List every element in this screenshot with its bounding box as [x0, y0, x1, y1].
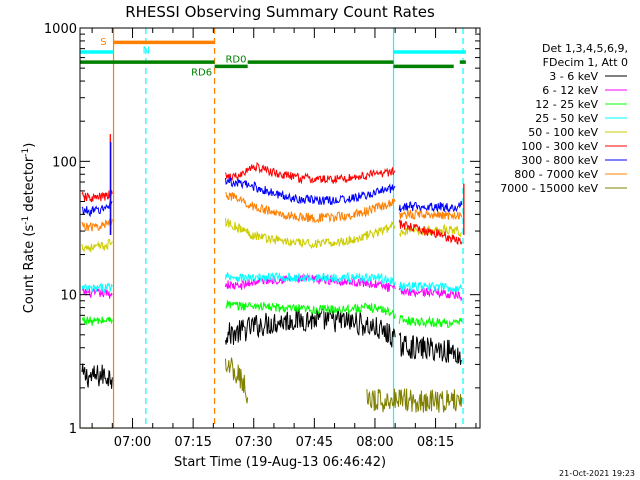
y-axis-label-sup2: -1 — [21, 148, 31, 157]
series-800-7000-kev-segment-1 — [225, 191, 396, 224]
series-300-800-kev-segment-1 — [225, 177, 396, 205]
series-3-6-kev-segment-0 — [81, 363, 113, 389]
x-tick-label-3: 07:45 — [296, 435, 333, 450]
observing-state-bars: S N RD6 RD0 — [80, 37, 466, 79]
series-100-300-kev-segment-1 — [225, 161, 396, 185]
legend-header-detectors: Det 1,3,4,5,6,9, — [542, 42, 628, 55]
state-label-n: N — [143, 45, 150, 56]
series-12-25-kev-segment-1 — [225, 300, 396, 319]
mode-change-lines — [112, 28, 464, 428]
x-tick-label-1: 07:15 — [174, 435, 211, 450]
state-label-s: S — [100, 37, 106, 48]
y-axis-label-main: Count Rate (s — [22, 225, 37, 314]
series-25-50-kev-segment-0 — [81, 281, 113, 295]
series-800-7000-kev-segment-2 — [398, 208, 463, 221]
y-tick-label-2: 100 — [52, 155, 77, 170]
series-50-100-kev-segment-2 — [398, 223, 462, 238]
series-25-50-kev-segment-1 — [225, 271, 396, 286]
series-25-50-kev-segment-2 — [398, 281, 463, 294]
series-7000-15000-kev-segment-1 — [225, 357, 249, 404]
series-3-6-kev-segment-1 — [225, 307, 396, 348]
series-3-6-kev-segment-2 — [398, 331, 462, 365]
plot-frame — [79, 27, 481, 429]
y-tick-label-1: 10 — [60, 289, 77, 304]
series-300-800-kev-segment-0 — [81, 199, 113, 218]
state-label-rd6: RD6 — [191, 68, 212, 79]
legend-header-decimation: FDecim 1, Att 0 — [543, 56, 628, 69]
legend-label-6-12-kev: 6 - 12 keV — [542, 84, 598, 97]
x-tick-label-4: 08:00 — [356, 435, 393, 450]
legend-label-25-50-kev: 25 - 50 keV — [535, 112, 598, 125]
legend-label-50-100-kev: 50 - 100 keV — [528, 126, 598, 139]
legend-label-3-6-kev: 3 - 6 keV — [549, 70, 598, 83]
y-axis-label-mid: detector — [22, 156, 37, 216]
series-12-25-kev-segment-2 — [398, 315, 463, 329]
legend-label-12-25-kev: 12 - 25 keV — [535, 98, 598, 111]
state-label-rd0: RD0 — [225, 55, 246, 66]
series-7000-15000-kev-segment-2 — [366, 388, 463, 413]
legend-label-100-300-kev: 100 - 300 keV — [521, 140, 598, 153]
legend-label-300-800-kev: 300 - 800 keV — [521, 154, 598, 167]
chart-title: RHESSI Observing Summary Count Rates — [125, 3, 435, 21]
series-300-800-kev-segment-2 — [398, 200, 463, 213]
x-tick-label-2: 07:30 — [235, 435, 272, 450]
legend-label-7000-15000-kev: 7000 - 15000 keV — [500, 182, 598, 195]
footer-timestamp: 21-Oct-2021 19:23 — [559, 469, 635, 478]
series-50-100-kev-segment-1 — [225, 218, 396, 249]
x-tick-label-5: 08:15 — [417, 435, 454, 450]
legend: Det 1,3,4,5,6,9, FDecim 1, Att 0 3 - 6 k… — [500, 42, 628, 195]
y-axis-label: Count Rate (s-1 detector-1) — [21, 143, 37, 314]
legend-label-800-7000-kev: 800 - 7000 keV — [514, 168, 598, 181]
y-tick-label-0: 1 — [69, 422, 77, 437]
series-50-100-kev-segment-0 — [81, 238, 113, 253]
series-12-25-kev-segment-0 — [81, 316, 113, 326]
x-axis-label: Start Time (19-Aug-13 06:46:42) — [174, 455, 386, 470]
axes: 1 10 100 1000 07:00 07:15 07:30 07:45 08:00 08:15 — [44, 22, 480, 450]
series-100-300-kev-segment-0 — [81, 190, 113, 203]
series-800-7000-kev-segment-0 — [81, 218, 113, 232]
y-axis-label-end: ) — [22, 143, 37, 148]
x-tick-label-0: 07:00 — [114, 435, 151, 450]
series-100-300-kev-segment-2 — [398, 219, 463, 246]
y-tick-label-3: 1000 — [44, 22, 77, 37]
y-axis-label-sup1: -1 — [21, 216, 31, 225]
series-6-12-kev-segment-0 — [81, 286, 113, 299]
